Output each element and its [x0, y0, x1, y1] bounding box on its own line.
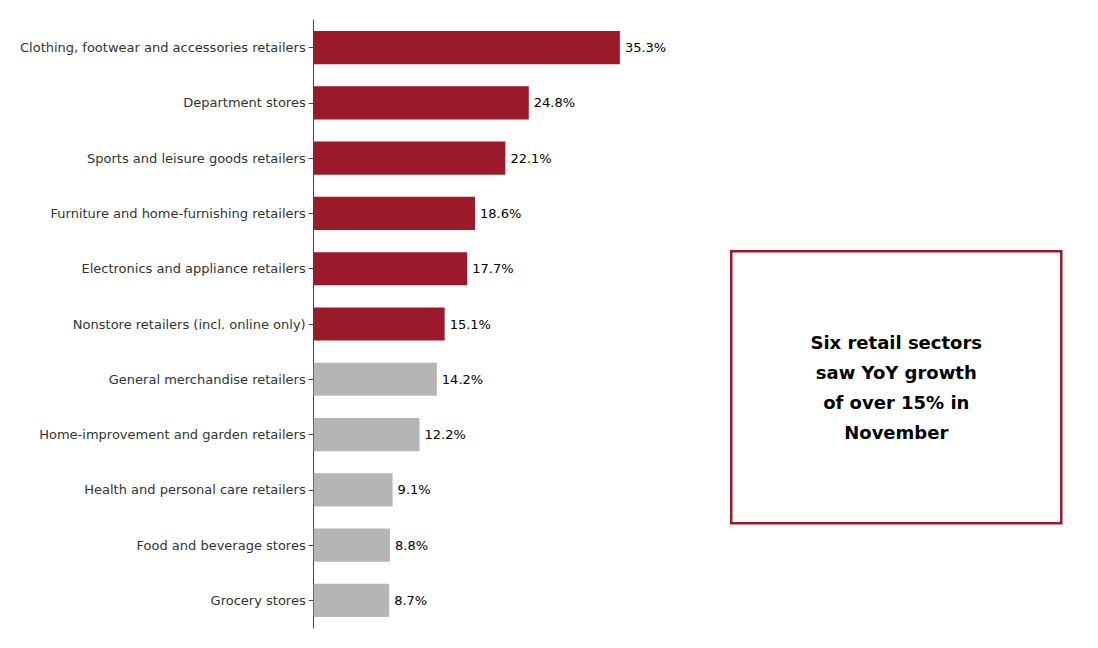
svg-text:Sports and leisure goods retai: Sports and leisure goods retailers — [87, 151, 306, 166]
svg-text:Six retail sectors: Six retail sectors — [810, 332, 982, 353]
svg-text:15.1%: 15.1% — [450, 317, 491, 332]
svg-text:Nonstore retailers (incl. onli: Nonstore retailers (incl. online only) — [73, 317, 306, 332]
svg-text:of over 15% in: of over 15% in — [823, 392, 969, 413]
svg-text:35.3%: 35.3% — [625, 40, 666, 55]
svg-text:22.1%: 22.1% — [510, 151, 551, 166]
svg-text:Food and beverage stores: Food and beverage stores — [136, 538, 305, 553]
svg-text:17.7%: 17.7% — [472, 261, 513, 276]
svg-text:Health and personal care retai: Health and personal care retailers — [84, 482, 306, 497]
svg-text:Clothing, footwear and accesso: Clothing, footwear and accessories retai… — [20, 40, 306, 55]
svg-text:14.2%: 14.2% — [442, 372, 483, 387]
svg-text:Furniture and home-furnishing: Furniture and home-furnishing retailers — [51, 206, 306, 221]
svg-text:Electronics and appliance reta: Electronics and appliance retailers — [81, 261, 305, 276]
svg-text:Grocery stores: Grocery stores — [211, 593, 306, 608]
svg-text:Department stores: Department stores — [183, 95, 306, 110]
svg-text:Home-improvement and garden re: Home-improvement and garden retailers — [39, 427, 306, 442]
svg-text:General merchandise retailers: General merchandise retailers — [109, 372, 306, 387]
svg-text:November: November — [844, 422, 948, 443]
svg-text:18.6%: 18.6% — [480, 206, 521, 221]
svg-text:8.7%: 8.7% — [394, 593, 427, 608]
svg-text:12.2%: 12.2% — [424, 427, 465, 442]
svg-text:9.1%: 9.1% — [398, 482, 431, 497]
svg-text:saw YoY growth: saw YoY growth — [816, 362, 977, 383]
svg-text:24.8%: 24.8% — [534, 95, 575, 110]
svg-text:8.8%: 8.8% — [395, 538, 428, 553]
